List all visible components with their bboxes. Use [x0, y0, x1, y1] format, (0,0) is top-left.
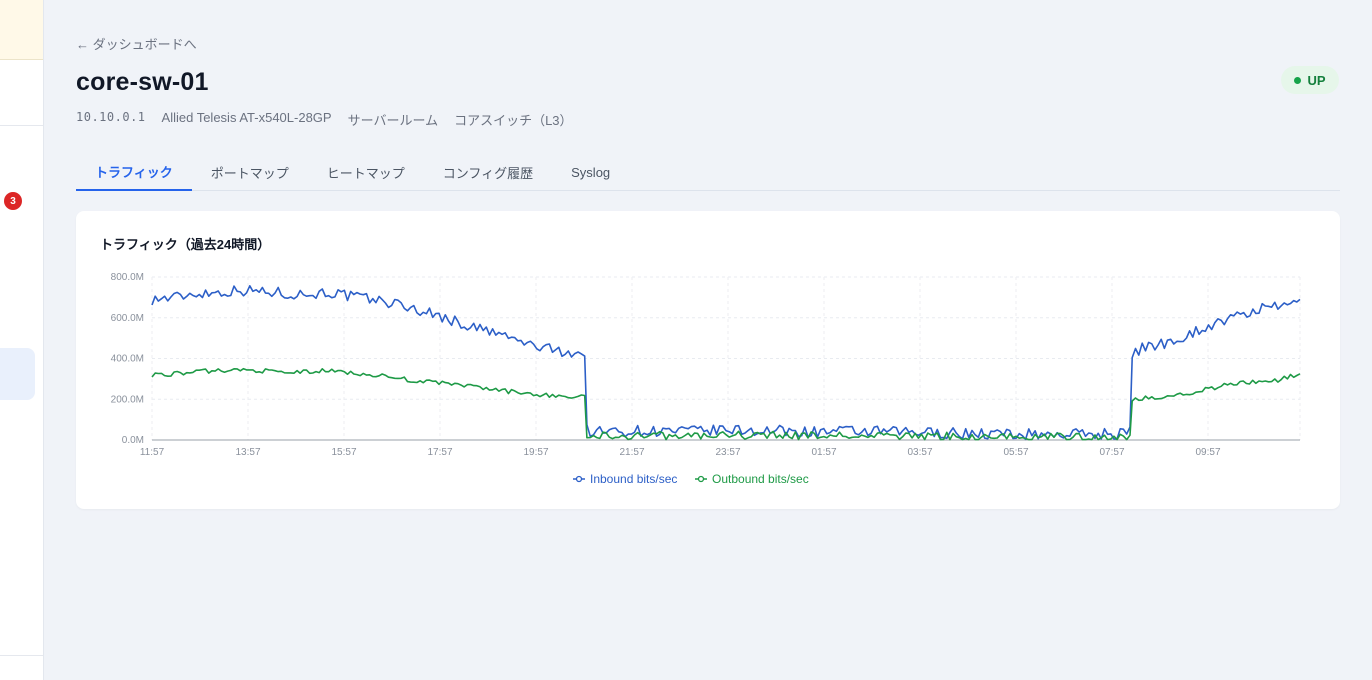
x-tick-label: 21:57 [619, 447, 644, 458]
x-tick-label: 23:57 [715, 447, 740, 458]
legend-item[interactable]: Inbound bits/sec [573, 472, 677, 486]
device-meta: 10.10.0.1 Allied Telesis AT-x540L-28GP サ… [76, 110, 573, 129]
device-ip: 10.10.0.1 [76, 110, 146, 124]
series-line-inbound [151, 285, 1301, 441]
y-tick-label: 0.0M [122, 435, 144, 446]
legend-label: Outbound bits/sec [712, 472, 809, 486]
legend-label: Inbound bits/sec [590, 472, 677, 486]
notification-badge[interactable]: 3 [4, 192, 22, 210]
status-dot-icon [1294, 76, 1302, 84]
tab-config-history[interactable]: コンフィグ履歴 [442, 166, 534, 181]
status-badge: UP [1281, 66, 1339, 94]
legend-marker-icon [575, 475, 583, 483]
device-role: コアスイッチ（L3） [454, 113, 573, 128]
back-to-dashboard-link[interactable]: ← ダッシュボードへ [76, 37, 197, 52]
x-tick-label: 07:57 [1099, 447, 1124, 458]
tab-syslog[interactable]: Syslog [571, 165, 611, 180]
x-tick-label: 19:57 [523, 447, 548, 458]
sidebar: 3 [0, 0, 44, 680]
x-tick-label: 03:57 [907, 447, 932, 458]
sidebar-divider [0, 125, 43, 126]
page-title: core-sw-01 [76, 68, 209, 96]
x-tick-label: 15:57 [331, 447, 356, 458]
x-tick-label: 09:57 [1195, 447, 1220, 458]
y-tick-label: 200.0M [111, 394, 144, 405]
y-tick-label: 400.0M [111, 354, 144, 365]
traffic-chart: 0.0M 200.0M 400.0M 600.0M 800.0M 11:57 13:57 15… [111, 272, 1301, 486]
y-tick-label: 800.0M [111, 272, 144, 283]
y-tick-label: 600.0M [111, 313, 144, 324]
legend-marker-icon [697, 475, 705, 483]
chart-title: トラフィック（過去24時間） [100, 237, 271, 252]
sidebar-notice-area [0, 0, 43, 60]
status-label: UP [1307, 72, 1326, 88]
device-tabs: トラフィック ポートマップ ヒートマップ コンフィグ履歴 Syslog [76, 154, 1340, 191]
tab-heatmap[interactable]: ヒートマップ [326, 166, 405, 181]
device-model: Allied Telesis AT-x540L-28GP [161, 110, 332, 125]
x-tick-label: 17:57 [427, 447, 452, 458]
legend-item[interactable]: Outbound bits/sec [695, 472, 809, 486]
tab-traffic[interactable]: トラフィック [76, 154, 192, 191]
traffic-card: 0.0M 200.0M 400.0M 600.0M 800.0M 11:57 13:57 15… [76, 211, 1340, 509]
device-location: サーバールーム [347, 113, 439, 128]
x-tick-label: 01:57 [811, 447, 836, 458]
x-tick-label: 05:57 [1003, 447, 1028, 458]
sidebar-item-active[interactable] [0, 348, 35, 400]
x-tick-label: 13:57 [235, 447, 260, 458]
sidebar-divider [0, 655, 43, 656]
x-tick-label: 11:57 [140, 447, 165, 458]
series-line-outbound [151, 367, 1301, 441]
tab-port-map[interactable]: ポートマップ [210, 166, 289, 181]
